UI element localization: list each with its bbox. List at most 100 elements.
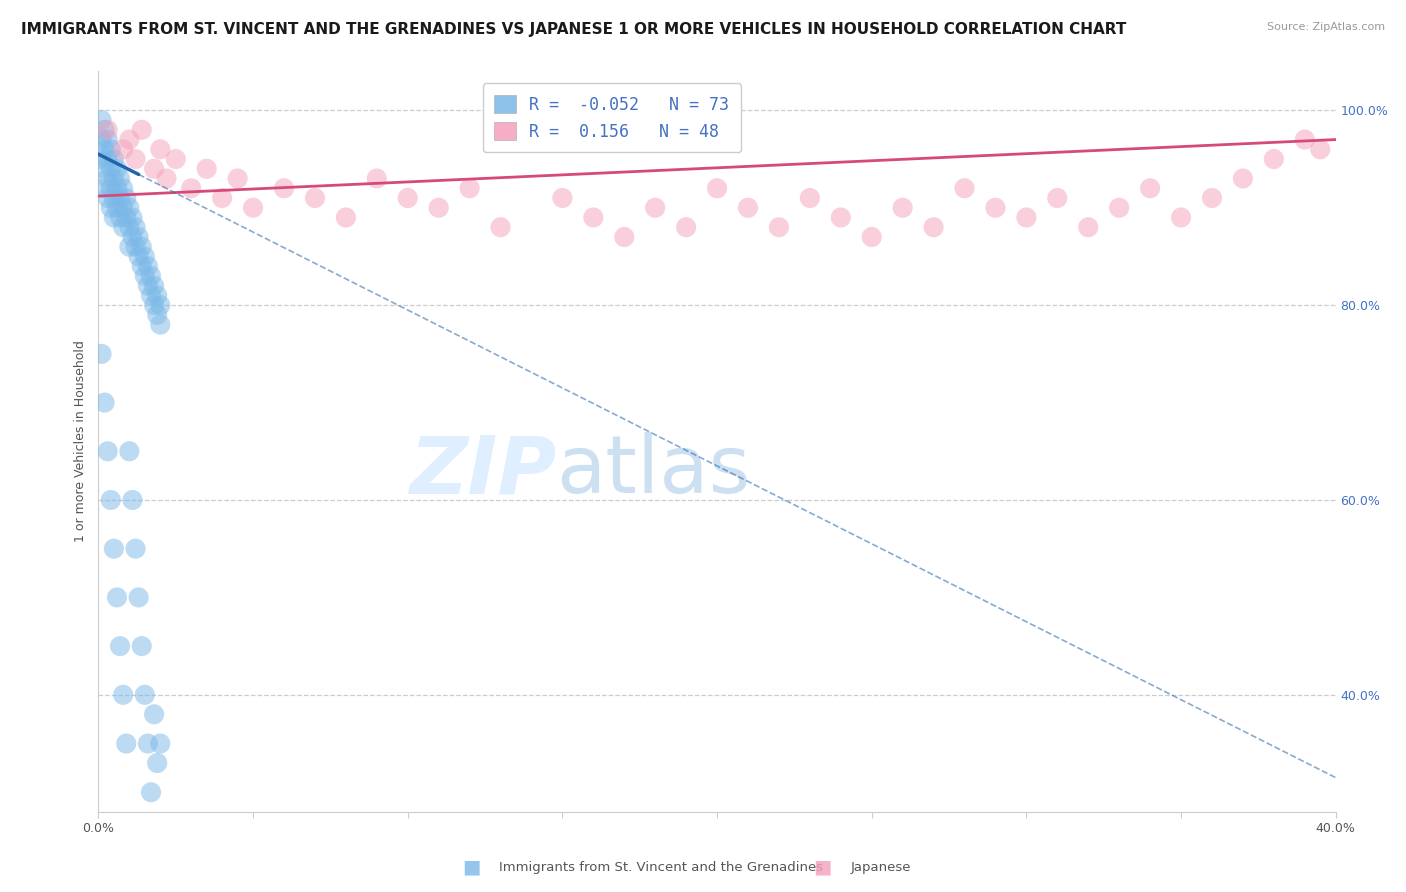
Point [118,132,141,146]
Point [304,191,326,205]
Point [1294,132,1316,146]
Point [396,191,419,205]
Point [211,191,233,205]
Point [105,201,128,215]
Point [226,171,249,186]
Point [143,707,166,722]
Point [108,171,131,186]
Point [273,181,295,195]
Point [105,161,128,176]
Point [139,785,162,799]
Point [112,201,135,215]
Point [165,152,187,166]
Point [124,541,146,556]
Point [195,161,218,176]
Point [97,444,120,458]
Point [103,152,125,166]
Point [93,161,115,176]
Point [118,240,141,254]
Point [1015,211,1038,225]
Point [100,493,122,508]
Point [706,181,728,195]
Point [155,171,177,186]
Point [100,161,122,176]
Point [128,230,150,244]
Text: ■: ■ [461,857,481,877]
Point [118,444,141,458]
Point [1232,171,1254,186]
Point [180,181,202,195]
Point [131,639,153,653]
Point [100,142,122,156]
Point [136,259,159,273]
Point [90,113,112,128]
Point [146,288,169,302]
Point [737,201,759,215]
Point [1139,181,1161,195]
Point [366,171,388,186]
Point [675,220,697,235]
Point [90,132,112,146]
Point [830,211,852,225]
Point [105,181,128,195]
Point [136,278,159,293]
Point [1077,220,1099,235]
Point [427,201,450,215]
Point [149,737,172,751]
Point [143,161,166,176]
Point [149,142,172,156]
Point [100,201,122,215]
Point [891,201,914,215]
Legend: R =  -0.052   N = 73, R =  0.156   N = 48: R = -0.052 N = 73, R = 0.156 N = 48 [482,83,741,153]
Point [134,688,156,702]
Point [984,201,1007,215]
Point [112,220,135,235]
Point [1108,201,1130,215]
Point [97,191,120,205]
Point [582,211,605,225]
Point [551,191,574,205]
Point [103,211,125,225]
Point [124,152,146,166]
Point [139,288,162,302]
Point [108,639,131,653]
Point [121,230,143,244]
Point [124,240,146,254]
Point [103,171,125,186]
Point [143,278,166,293]
Point [1263,152,1285,166]
Point [143,298,166,312]
Point [105,591,128,605]
Text: IMMIGRANTS FROM ST. VINCENT AND THE GRENADINES VS JAPANESE 1 OR MORE VEHICLES IN: IMMIGRANTS FROM ST. VINCENT AND THE GREN… [21,22,1126,37]
Point [922,220,945,235]
Point [489,220,512,235]
Point [146,756,169,770]
Point [115,737,138,751]
Point [97,152,120,166]
Point [131,123,153,137]
Y-axis label: 1 or more Vehicles in Household: 1 or more Vehicles in Household [75,341,87,542]
Text: Immigrants from St. Vincent and the Grenadines: Immigrants from St. Vincent and the Gren… [499,861,824,873]
Point [799,191,821,205]
Point [1046,191,1069,205]
Point [242,201,264,215]
Point [136,737,159,751]
Text: Source: ZipAtlas.com: Source: ZipAtlas.com [1267,22,1385,32]
Point [128,250,150,264]
Text: ■: ■ [813,857,832,877]
Point [458,181,481,195]
Point [953,181,976,195]
Point [112,688,135,702]
Point [121,211,143,225]
Point [1201,191,1223,205]
Point [93,142,115,156]
Point [93,123,115,137]
Point [131,259,153,273]
Point [149,318,172,332]
Point [860,230,883,244]
Text: ZIP: ZIP [409,432,557,510]
Point [146,308,169,322]
Point [100,181,122,195]
Point [335,211,357,225]
Point [108,211,131,225]
